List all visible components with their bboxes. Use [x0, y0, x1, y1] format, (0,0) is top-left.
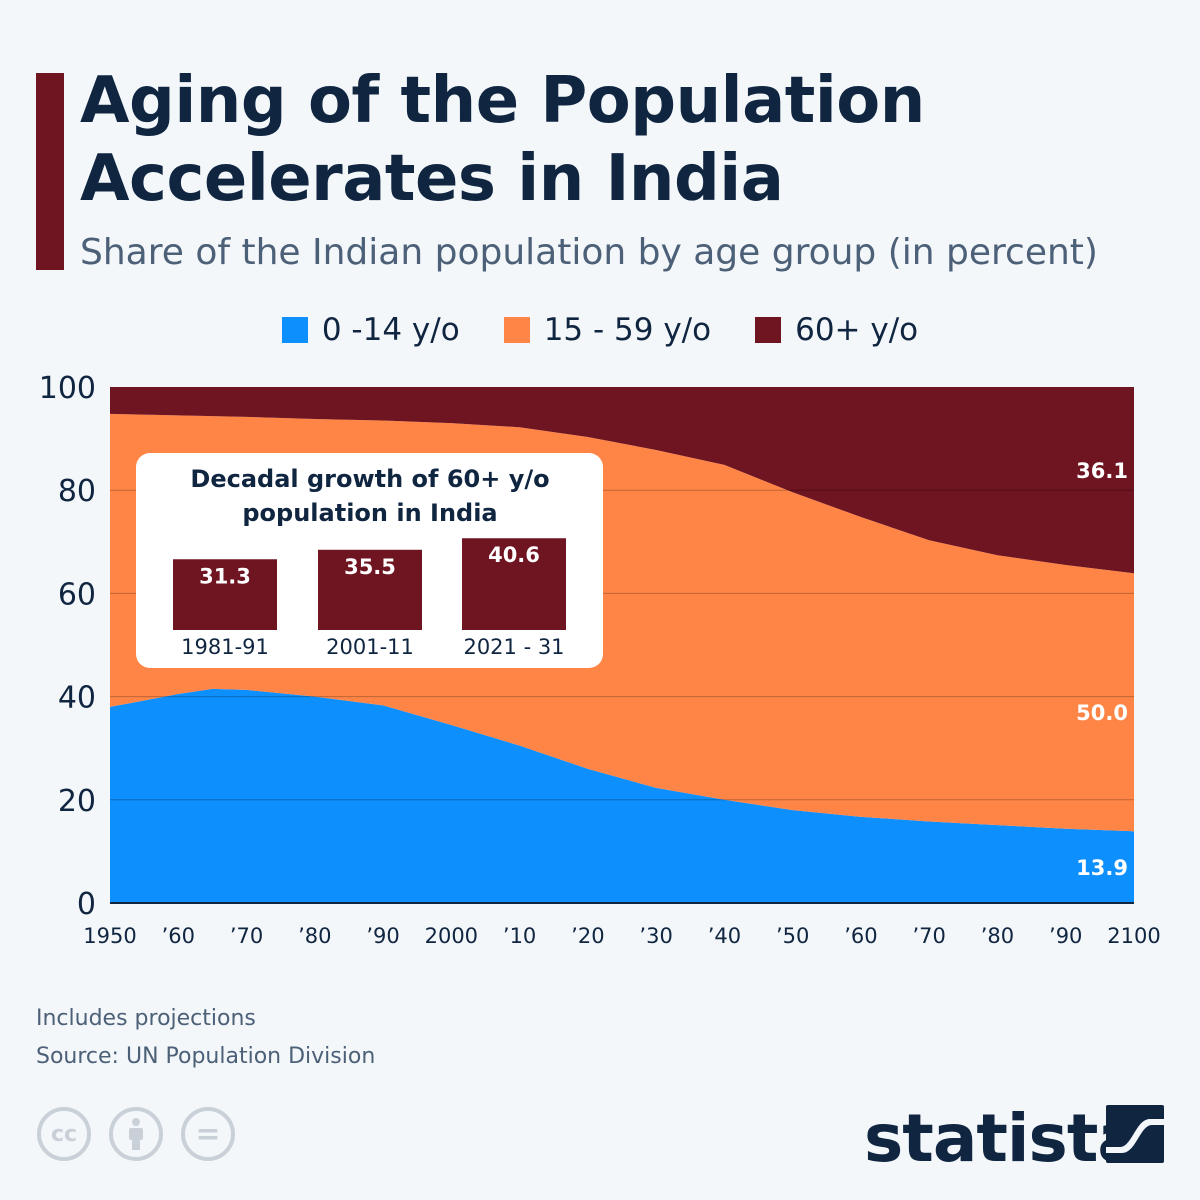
inset-bar — [462, 538, 566, 630]
legend-swatch — [503, 317, 530, 343]
y-tick-label: 40 — [58, 681, 96, 716]
x-tick-label: 1950 — [83, 924, 136, 948]
end-label-60plus: 36.1 — [1076, 459, 1128, 483]
inset-bar — [318, 549, 422, 630]
x-tick-label: ’90 — [366, 924, 399, 948]
y-tick-label: 20 — [58, 784, 96, 819]
projection-note: Includes projections — [36, 1006, 256, 1031]
source-note: Source: UN Population Division — [36, 1044, 376, 1069]
x-tick-label: 2100 — [1107, 924, 1160, 948]
legend-item-0-14: 0 -14 y/o — [281, 312, 460, 348]
x-tick-label: ’70 — [230, 924, 263, 948]
area-60plus — [110, 387, 1134, 574]
legend-item-15-59: 15 - 59 y/o — [503, 312, 712, 348]
inset-bar-value: 31.3 — [199, 564, 251, 588]
y-tick-label: 60 — [58, 577, 96, 612]
subtitle: Share of the Indian population by age gr… — [80, 232, 1098, 273]
inset-bar-category: 2001-11 — [326, 635, 414, 659]
x-tick-label: ’40 — [708, 924, 741, 948]
statista-logo-icon — [1106, 1105, 1164, 1163]
x-tick-label: ’90 — [1049, 924, 1082, 948]
notes: Includes projections Source: UN Populati… — [36, 1000, 375, 1076]
x-tick-label: ’80 — [981, 924, 1014, 948]
y-tick-label: 100 — [39, 371, 96, 406]
inset-bar-category: 2021 - 31 — [463, 635, 564, 659]
x-tick-label: ’10 — [503, 924, 536, 948]
page-title: Aging of the Population Accelerates in I… — [80, 64, 925, 216]
inset-bar-value: 40.6 — [488, 543, 540, 567]
legend-label: 60+ y/o — [795, 312, 919, 348]
inset-panel: 31.3 1981-91 35.5 2001-11 40.6 2021 - 31 — [136, 453, 603, 668]
x-tick-label: ’30 — [639, 924, 672, 948]
end-label-0-14: 13.9 — [1076, 856, 1128, 880]
legend-swatch — [755, 317, 782, 343]
y-tick-label: 80 — [58, 474, 96, 509]
x-tick-label: ’70 — [912, 924, 945, 948]
inset-bar-category: 1981-91 — [181, 635, 269, 659]
legend-label: 15 - 59 y/o — [543, 312, 712, 348]
inset-title: Decadal growth of 60+ y/o population in … — [190, 465, 550, 527]
no-derivatives-icon[interactable]: = — [181, 1107, 235, 1161]
title-accent-bar — [36, 73, 64, 270]
cc-icon[interactable]: cc — [37, 1107, 91, 1161]
area-0-14 — [110, 688, 1134, 903]
x-tick-label: ’20 — [571, 924, 604, 948]
x-tick-label: ’60 — [162, 924, 195, 948]
statista-logo[interactable]: statista — [864, 1100, 1142, 1177]
inset-bar — [173, 559, 277, 630]
area-chart: 0 20 40 60 80 100 1950 ’60 ’70 ’80 ’90 2000 ’10 ’20 ’… — [39, 371, 1161, 948]
x-tick-label: 2000 — [425, 924, 478, 948]
legend: 0 -14 y/o 15 - 59 y/o 60+ y/o — [0, 312, 1200, 348]
y-tick-label: 0 — [77, 887, 96, 922]
attribution-icon[interactable] — [109, 1107, 163, 1161]
legend-swatch — [281, 317, 308, 343]
x-tick-label: ’60 — [844, 924, 877, 948]
x-tick-label: ’80 — [298, 924, 331, 948]
legend-item-60plus: 60+ y/o — [755, 312, 918, 348]
legend-label: 0 -14 y/o — [321, 312, 460, 348]
inset-bar-value: 35.5 — [344, 555, 396, 579]
end-label-15-59: 50.0 — [1076, 701, 1128, 725]
x-tick-label: ’50 — [776, 924, 809, 948]
